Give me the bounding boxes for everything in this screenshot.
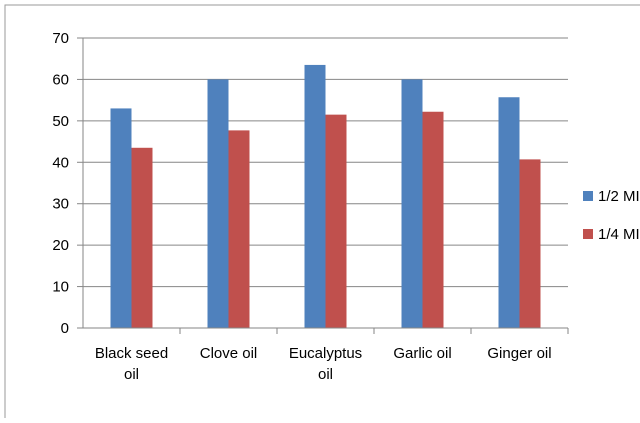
legend: 1/2 MIC 1/4 MIC xyxy=(583,188,640,243)
x-tick-label: Clove oil xyxy=(200,345,258,362)
x-tick-label: Garlic oil xyxy=(393,345,451,362)
x-tick-label: Ginger oil xyxy=(487,345,551,362)
y-tick-label: 50 xyxy=(52,113,69,130)
bar-quarter-mic xyxy=(422,111,444,328)
bar-quarter-mic xyxy=(325,114,347,329)
y-tick-label: 70 xyxy=(52,30,69,47)
y-tick-label: 10 xyxy=(52,279,69,296)
bar-quarter-mic xyxy=(228,130,250,328)
legend-swatch xyxy=(583,229,593,239)
x-tick-label-line: Eucalyptus xyxy=(289,345,362,362)
legend-label: 1/4 MIC xyxy=(598,226,640,243)
x-tick-label: Eucalyptus oil xyxy=(289,345,362,383)
bar-half-mic xyxy=(401,79,423,328)
bar-half-mic xyxy=(498,97,520,328)
x-tick-label-line: Black seed xyxy=(95,345,168,362)
x-tick-label-line: Garlic oil xyxy=(393,345,451,362)
legend-swatch xyxy=(583,191,593,201)
bar-quarter-mic xyxy=(519,159,541,328)
x-axis-tick-labels: Black seed oil Clove oil Eucalyptus oil Garli… xyxy=(95,345,552,383)
y-tick-label: 30 xyxy=(52,196,69,213)
bar-quarter-mic xyxy=(131,147,153,328)
y-axis-tick-labels: 0 10 20 30 40 50 60 70 xyxy=(52,30,69,337)
legend-label: 1/2 MIC xyxy=(598,188,640,205)
bar-half-mic xyxy=(207,79,229,328)
x-tick-label-line: oil xyxy=(124,366,139,383)
y-tick-label: 20 xyxy=(52,237,69,254)
bars xyxy=(110,64,541,329)
x-tick-label-line: Ginger oil xyxy=(487,345,551,362)
x-tick-label-line: Clove oil xyxy=(200,345,258,362)
x-tick-label-line: oil xyxy=(318,366,333,383)
y-tick-label: 40 xyxy=(52,154,69,171)
y-tick-label: 60 xyxy=(52,71,69,88)
bar-half-mic xyxy=(304,64,326,328)
x-tick-label: Black seed oil xyxy=(95,345,168,383)
axes xyxy=(77,37,569,334)
bar-half-mic xyxy=(110,108,132,328)
y-tick-label: 0 xyxy=(61,320,69,337)
